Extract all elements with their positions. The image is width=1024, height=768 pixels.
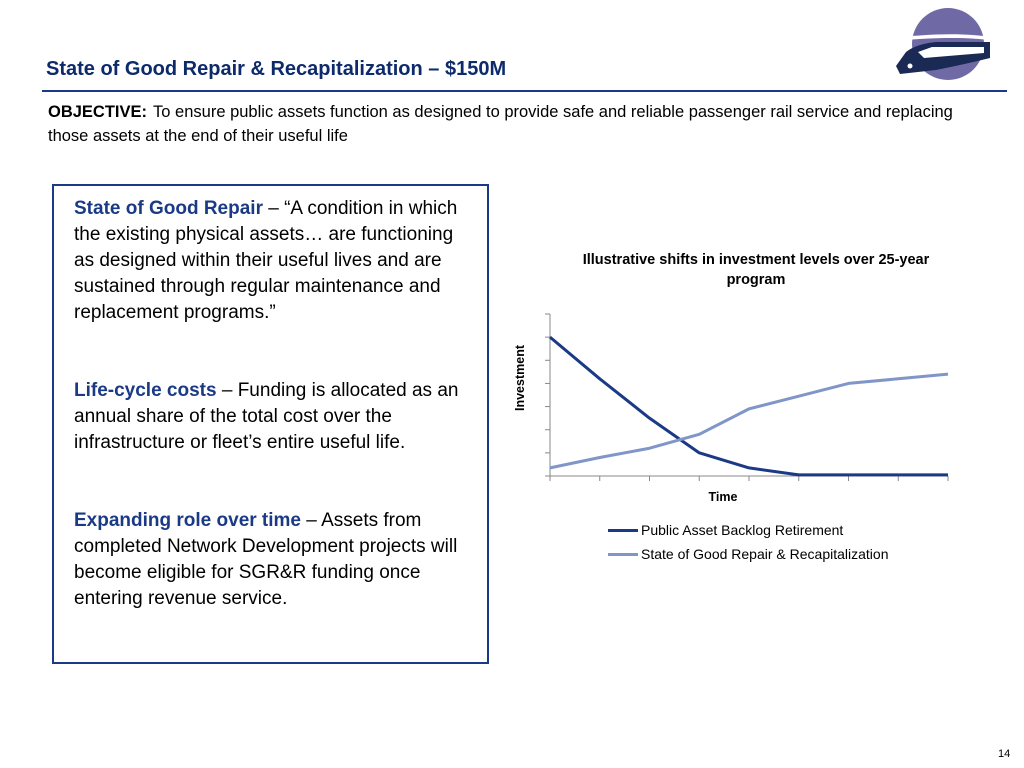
legend-item: State of Good Repair & Recapitalization — [608, 542, 888, 566]
x-axis-label: Time — [709, 490, 738, 504]
definition-sgr: State of Good Repair – “A condition in w… — [74, 196, 467, 326]
logo-train-window — [918, 47, 984, 58]
objective-text: To ensure public assets function as desi… — [48, 103, 953, 145]
title-divider — [42, 90, 1007, 92]
definition-term: State of Good Repair — [74, 198, 263, 219]
y-axis-label: Investment — [513, 344, 527, 411]
definition-text: – Assets from completed Network Developm… — [74, 510, 458, 609]
definition-text: – “A condition in which the existing phy… — [74, 198, 458, 323]
definitions-box: State of Good Repair – “A condition in w… — [52, 184, 489, 664]
definition-term: Expanding role over time — [74, 510, 301, 531]
y-axis-ticks — [545, 313, 550, 477]
legend-item: Public Asset Backlog Retirement — [608, 518, 888, 542]
chart-title: Illustrative shifts in investment levels… — [582, 252, 930, 288]
x-axis-ticks — [549, 476, 949, 481]
series-line-sgr-recapitalization — [549, 372, 949, 470]
legend-swatch — [608, 528, 638, 532]
definition-text: – Funding is allocated as an annual shar… — [74, 380, 459, 453]
investment-line-chart: Investment Time — [513, 313, 949, 504]
chart-series — [549, 335, 949, 477]
legend-label: Public Asset Backlog Retirement — [641, 522, 844, 538]
train-logo-icon — [892, 8, 996, 80]
legend-label: State of Good Repair & Recapitalization — [641, 546, 889, 562]
logo-headlight — [907, 63, 913, 69]
logo-swoosh — [892, 34, 996, 41]
slide-title: State of Good Repair & Recapitalization … — [46, 58, 507, 80]
definition-life-cycle: Life-cycle costs – Funding is allocated … — [74, 378, 467, 456]
definition-term: Life-cycle costs — [74, 380, 217, 401]
objective-paragraph: OBJECTIVE: To ensure public assets functi… — [48, 100, 978, 148]
legend-swatch — [608, 552, 638, 556]
series-line-backlog-retirement — [549, 335, 948, 477]
page-number: 14 — [998, 748, 1011, 760]
definition-expanding-role: Expanding role over time – Assets from c… — [74, 508, 467, 612]
chart-legend: Public Asset Backlog Retirement State of… — [608, 518, 888, 566]
objective-label: OBJECTIVE: — [48, 103, 148, 121]
